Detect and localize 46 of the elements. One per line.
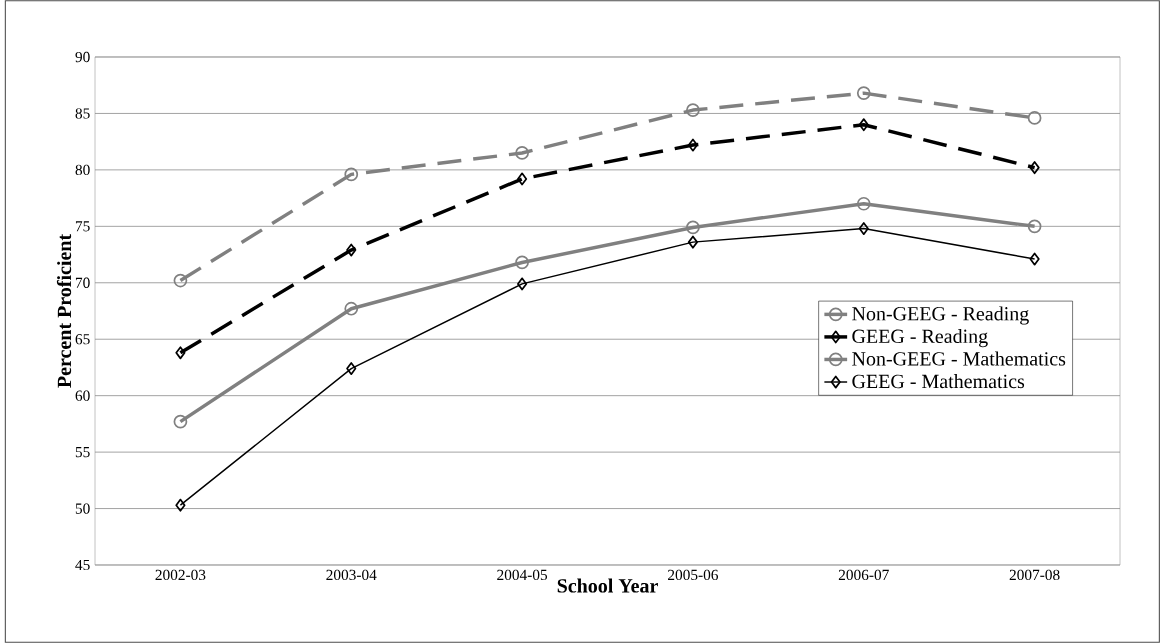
y-tick-label: 75 [75, 221, 90, 232]
point [1029, 252, 1040, 266]
point [515, 255, 529, 270]
point [346, 243, 357, 257]
x-tick-label: 2005-06 [668, 569, 719, 581]
point [687, 235, 698, 249]
point [346, 362, 357, 376]
y-tick-label: 60 [75, 390, 90, 401]
y-tick-label: 50 [75, 503, 90, 514]
legend-label: GEEG - Mathematics [852, 374, 1025, 389]
point [515, 146, 529, 160]
legend-label: Non-GEEG - Reading [852, 306, 1029, 325]
point [1027, 219, 1042, 234]
point [173, 273, 188, 288]
y-tick-label: 90 [75, 51, 90, 63]
y-tick-label: 45 [75, 559, 90, 571]
y-tick-label: 70 [75, 277, 90, 288]
y-tick-label: 65 [75, 334, 90, 345]
point [1027, 111, 1042, 125]
point [686, 220, 700, 235]
point [856, 86, 871, 100]
point [344, 167, 359, 182]
point [175, 346, 186, 360]
y-tick-label: 80 [75, 164, 90, 176]
point [517, 172, 528, 186]
x-tick-label: 2007-08 [1009, 569, 1060, 581]
y-tick-label: 55 [75, 447, 90, 458]
legend-label: GEEG - Reading [852, 328, 988, 348]
y-tick-label: 85 [75, 108, 90, 119]
point [856, 196, 871, 211]
legend-label: Non-GEEG - Mathematics [852, 351, 1066, 366]
point [858, 118, 869, 132]
point [1029, 161, 1040, 175]
point [173, 414, 188, 429]
point [517, 277, 528, 291]
x-axis-title: School Year [557, 578, 658, 593]
x-tick-label: 2006-07 [838, 569, 889, 581]
y-axis-title: Percent Proficient [56, 233, 72, 388]
x-tick-label: 2004-05 [497, 569, 548, 581]
x-tick-label: 2003-04 [326, 569, 377, 581]
point [686, 103, 700, 117]
x-tick-label: 2002-03 [155, 569, 206, 581]
point [687, 138, 698, 152]
point [858, 222, 869, 236]
point [344, 301, 359, 316]
point [175, 498, 186, 512]
